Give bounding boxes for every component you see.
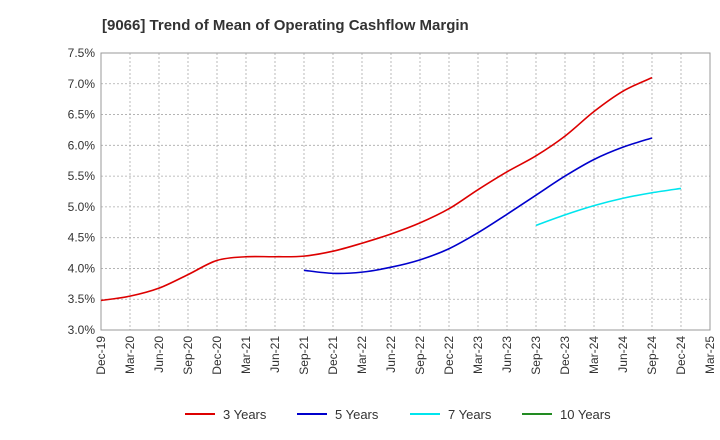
x-tick-label: Jun-21 (268, 336, 282, 373)
chart-title: [9066] Trend of Mean of Operating Cashfl… (102, 17, 469, 34)
legend-label: 7 Years (448, 407, 492, 422)
x-tick-label: Sep-23 (529, 336, 543, 375)
x-tick-label: Mar-23 (471, 336, 485, 374)
x-tick-label: Sep-20 (181, 336, 195, 375)
y-tick-label: 3.0% (68, 323, 96, 337)
x-axis: Dec-19 Mar-20 Jun-20 Sep-20 Dec-20 Mar-21 Jun-… (94, 336, 717, 375)
x-tick-label: Sep-21 (297, 336, 311, 375)
x-tick-label: Mar-21 (239, 336, 253, 374)
legend-item-7-years: 7 Years (410, 407, 492, 422)
x-tick-label: Sep-22 (413, 336, 427, 375)
x-tick-label: Dec-21 (326, 336, 340, 375)
y-tick-label: 4.0% (68, 261, 96, 275)
y-tick-label: 4.5% (68, 231, 96, 245)
x-tick-label: Dec-24 (674, 336, 688, 375)
legend-item-10-years: 10 Years (522, 407, 611, 422)
series-line-7-years (535, 187, 682, 227)
legend-label: 10 Years (560, 407, 611, 422)
series-line-5-years (303, 137, 653, 275)
series-lines (100, 76, 682, 302)
y-tick-label: 6.0% (68, 138, 96, 152)
x-tick-label: Mar-24 (587, 336, 601, 374)
y-tick-label: 6.5% (68, 108, 96, 122)
legend-label: 5 Years (335, 407, 379, 422)
y-axis: 3.0% 3.5% 4.0% 4.5% 5.0% 5.5% 6.0% 6.5% 7.0% 7.5% (68, 46, 96, 337)
legend-label: 3 Years (223, 407, 267, 422)
x-tick-label: Sep-24 (645, 336, 659, 375)
legend-item-3-years: 3 Years (185, 407, 267, 422)
x-tick-label: Dec-23 (558, 336, 572, 375)
x-tick-label: Dec-20 (210, 336, 224, 375)
x-tick-label: Jun-24 (616, 336, 630, 373)
x-tick-label: Dec-22 (442, 336, 456, 375)
legend: 3 Years 5 Years 7 Years 10 Years (185, 407, 611, 422)
y-tick-label: 7.5% (68, 46, 96, 60)
plot-area (100, 52, 711, 331)
x-tick-label: Mar-25 (703, 336, 717, 374)
x-tick-label: Jun-20 (152, 336, 166, 373)
x-tick-label: Mar-22 (355, 336, 369, 374)
y-tick-label: 5.5% (68, 169, 96, 183)
series-line-3-years (100, 76, 653, 302)
legend-item-5-years: 5 Years (297, 407, 379, 422)
y-tick-label: 7.0% (68, 77, 96, 91)
y-tick-label: 5.0% (68, 200, 96, 214)
x-tick-label: Dec-19 (94, 336, 108, 375)
x-tick-label: Jun-22 (384, 336, 398, 373)
x-tick-label: Mar-20 (123, 336, 137, 374)
y-tick-label: 3.5% (68, 292, 96, 306)
x-tick-label: Jun-23 (500, 336, 514, 373)
